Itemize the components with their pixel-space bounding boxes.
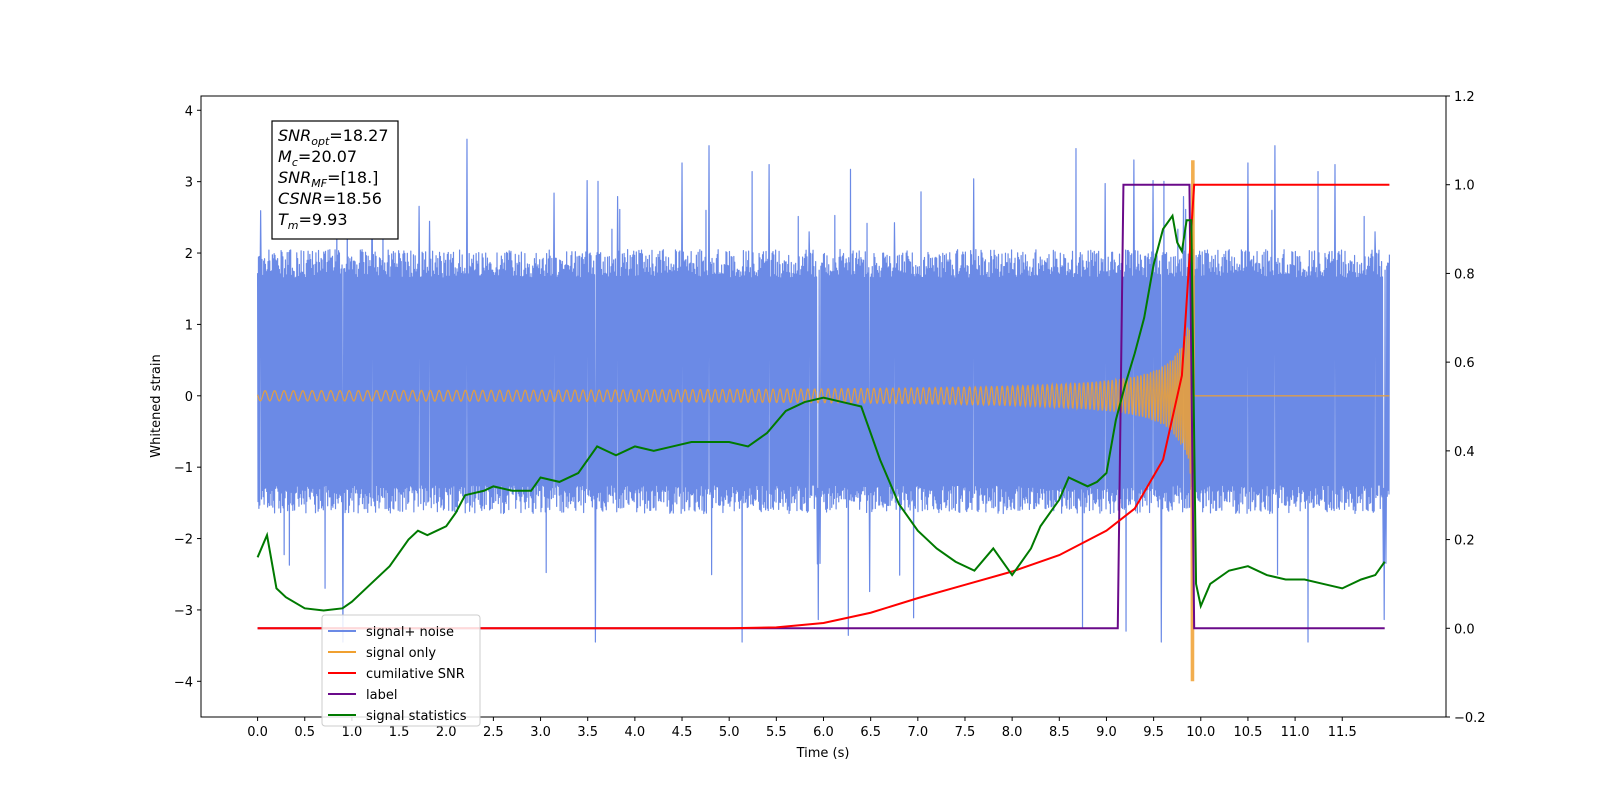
x-tick-label: 9.5 (1143, 725, 1164, 740)
info-symbol: SNR (278, 168, 311, 187)
y-axis-ticks: 4 3 2 1 0 −1 −2 −3 −4 (174, 104, 201, 690)
y2-tick-label: −0.2 (1454, 711, 1486, 726)
cumulative-snr-series (257, 183, 1390, 630)
info-line: CSNR=18.56 (278, 189, 382, 208)
info-value: =[18.] (327, 168, 378, 187)
y-tick-label: 1 (185, 318, 193, 333)
legend-label: signal+ noise (366, 625, 454, 640)
x-tick-label: 4.0 (625, 725, 646, 740)
plot-area (256, 138, 1391, 682)
y2-tick-label: 0.2 (1454, 534, 1475, 549)
info-line: SNRopt=18.27 (278, 126, 389, 148)
legend-label: signal statistics (366, 709, 467, 724)
signal-plus-noise-series (256, 138, 1391, 643)
y2-tick-label: 1.2 (1454, 90, 1475, 105)
x-tick-label: 8.0 (1002, 725, 1023, 740)
y2-tick-label: 0.6 (1454, 356, 1475, 371)
legend-label: cumilative SNR (366, 667, 465, 682)
legend: signal+ noise signal only cumilative SNR la… (321, 614, 481, 727)
x-tick-label: 3.5 (577, 725, 598, 740)
info-symbol: SNR (278, 126, 311, 145)
info-symbol: CSNR (278, 189, 323, 208)
info-value: =20.07 (298, 147, 357, 166)
x-tick-label: 4.5 (672, 725, 693, 740)
info-box: SNRopt=18.27Mc=20.07SNRMF=[18.]CSNR=18.5… (271, 120, 399, 240)
y-tick-label: −3 (174, 604, 193, 619)
info-subscript: m (288, 219, 299, 232)
x-tick-label: 3.0 (530, 725, 551, 740)
y-tick-label: 0 (185, 390, 193, 405)
x-tick-label: 11.0 (1281, 725, 1310, 740)
x-tick-label: 0.0 (247, 725, 268, 740)
info-line: Tm=9.93 (278, 210, 348, 232)
x-tick-label: 7.5 (955, 725, 976, 740)
x-tick-label: 5.0 (719, 725, 740, 740)
x-tick-label: 9.0 (1096, 725, 1117, 740)
x-tick-label: 2.5 (483, 725, 504, 740)
info-symbol: M (278, 147, 292, 166)
info-value: =9.93 (299, 210, 348, 229)
x-tick-label: 10.0 (1186, 725, 1215, 740)
info-value: =18.27 (329, 126, 388, 145)
y-tick-label: 2 (185, 247, 193, 262)
y2-tick-label: 0.4 (1454, 445, 1475, 460)
info-line: SNRMF=[18.] (278, 168, 378, 190)
x-axis-ticks: 0.0 0.5 1.0 1.5 2.0 2.5 3.0 3.5 4.0 4.5 5.0 5.5 6.0 6… (247, 717, 1357, 740)
legend-label: label (366, 688, 397, 703)
x-tick-label: 10.5 (1233, 725, 1262, 740)
y-tick-label: 4 (185, 104, 193, 119)
x-tick-label: 11.5 (1328, 725, 1357, 740)
info-value: =18.56 (323, 189, 382, 208)
signal-statistics-series (256, 213, 1386, 612)
x-tick-label: 1.0 (342, 725, 363, 740)
legend-label: signal only (366, 646, 436, 661)
info-symbol: T (278, 210, 289, 229)
y-tick-label: 3 (185, 176, 193, 191)
y2-tick-label: 0.8 (1454, 267, 1475, 282)
x-axis-label: Time (s) (796, 746, 850, 761)
info-subscript: c (292, 156, 298, 169)
x-tick-label: 7.0 (907, 725, 928, 740)
x-tick-label: 1.5 (389, 725, 410, 740)
label-series (257, 183, 1385, 630)
info-subscript: opt (311, 135, 330, 148)
info-subscript: MF (311, 177, 327, 190)
x-tick-label: 8.5 (1049, 725, 1070, 740)
x-tick-label: 0.5 (294, 725, 315, 740)
y2-tick-label: 0.0 (1454, 622, 1475, 637)
y-axis-label: Whitened strain (149, 354, 164, 457)
info-line: Mc=20.07 (278, 147, 357, 169)
x-tick-label: 2.0 (436, 725, 457, 740)
y-tick-label: −4 (174, 675, 193, 690)
x-tick-label: 5.5 (766, 725, 787, 740)
y-tick-label: −2 (174, 533, 193, 548)
x-tick-label: 6.0 (813, 725, 834, 740)
y2-tick-label: 1.0 (1454, 179, 1475, 194)
y-tick-label: −1 (174, 461, 193, 476)
y2-axis-ticks: 1.2 1.0 0.8 0.6 0.4 0.2 0.0 −0.2 (1446, 90, 1486, 726)
x-tick-label: 6.5 (860, 725, 881, 740)
